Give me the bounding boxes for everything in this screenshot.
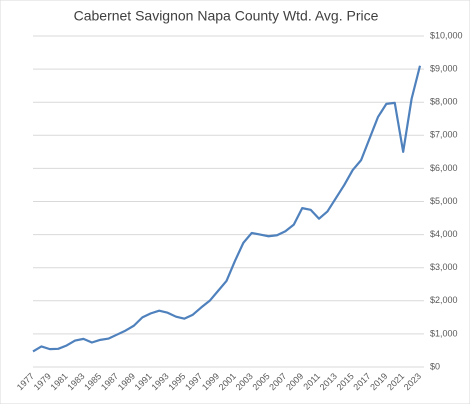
y-tick-label: $8,000	[430, 97, 458, 107]
chart-title: Cabernet Savignon Napa County Wtd. Avg. …	[74, 8, 379, 24]
y-tick-label: $7,000	[430, 130, 458, 140]
y-tick-label: $1,000	[430, 328, 458, 338]
y-tick-label: $9,000	[430, 63, 458, 73]
y-tick-label: $6,000	[430, 163, 458, 173]
y-tick-label: $5,000	[430, 196, 458, 206]
y-tick-label: $2,000	[430, 295, 458, 305]
y-tick-label: $3,000	[430, 262, 458, 272]
y-tick-label: $0	[430, 361, 440, 371]
data-line	[32, 65, 422, 353]
y-tick-label: $4,000	[430, 229, 458, 239]
y-tick-label: $10,000	[430, 30, 463, 40]
